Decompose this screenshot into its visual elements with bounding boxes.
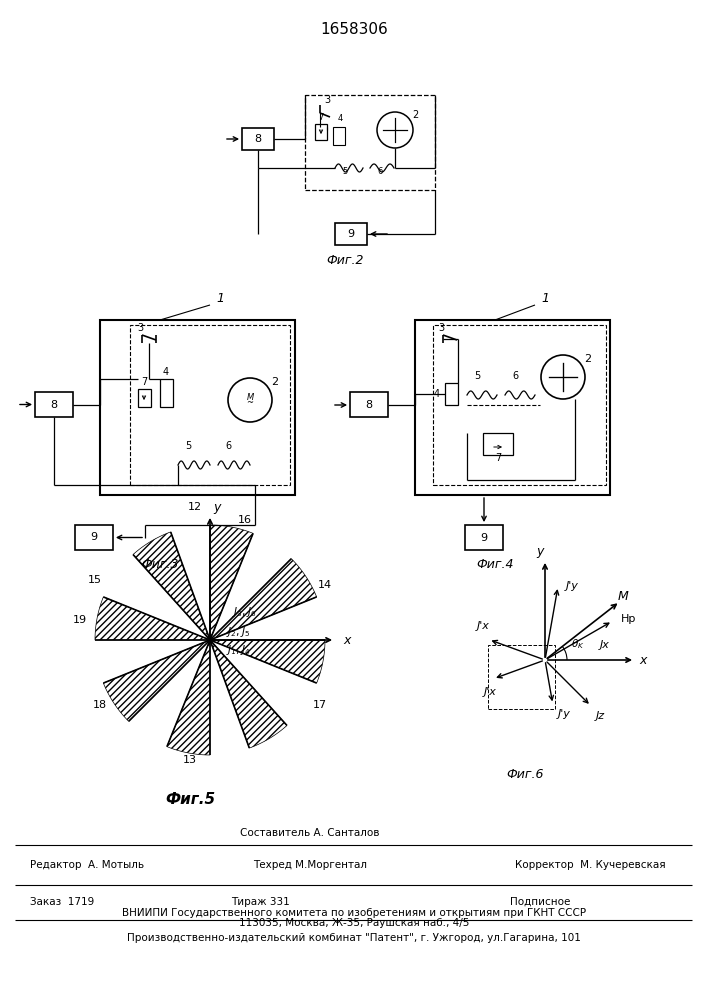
Polygon shape: [210, 640, 325, 683]
Bar: [100, 320, 295, 495]
Polygon shape: [210, 640, 287, 748]
Bar: [350, 392, 388, 417]
Circle shape: [541, 355, 585, 399]
Text: 7: 7: [318, 113, 324, 122]
Text: 19: 19: [73, 615, 87, 625]
Text: 4: 4: [163, 367, 169, 377]
Text: 6: 6: [512, 371, 518, 381]
Text: 8: 8: [255, 134, 262, 144]
Circle shape: [377, 112, 413, 148]
Text: Тираж 331: Тираж 331: [230, 897, 289, 907]
Text: 7: 7: [141, 377, 147, 387]
Text: 4: 4: [337, 114, 343, 123]
Text: Фиг.2: Фиг.2: [326, 253, 363, 266]
Polygon shape: [210, 559, 317, 640]
Text: 14: 14: [318, 580, 332, 590]
Text: Корректор  М. Кучеревская: Корректор М. Кучеревская: [515, 860, 665, 870]
Text: ~: ~: [247, 398, 254, 408]
Text: Заказ  1719: Заказ 1719: [30, 897, 94, 907]
Bar: [335, 223, 367, 245]
Text: 3: 3: [324, 95, 330, 105]
Text: J'x: J'x: [477, 621, 490, 631]
Text: Фиг.4: Фиг.4: [477, 558, 514, 572]
Text: Нр: Нр: [621, 614, 636, 624]
Polygon shape: [95, 597, 210, 640]
Text: 13: 13: [183, 755, 197, 765]
Text: $\theta_K$: $\theta_K$: [571, 637, 585, 651]
Bar: [75, 525, 113, 550]
Text: 8: 8: [50, 399, 57, 410]
Text: y: y: [537, 546, 544, 558]
Text: 9: 9: [481, 533, 488, 543]
Text: 1658306: 1658306: [320, 22, 388, 37]
Text: Производственно-издательский комбинат "Патент", г. Ужгород, ул.Гагарина, 101: Производственно-издательский комбинат "П…: [127, 933, 581, 943]
Text: 9: 9: [347, 229, 355, 239]
Text: Фиг.5: Фиг.5: [165, 792, 215, 808]
Polygon shape: [210, 525, 253, 640]
Text: Jz: Jz: [596, 711, 605, 721]
Text: 5: 5: [474, 371, 480, 381]
Bar: [242, 128, 274, 150]
Text: M: M: [246, 392, 254, 401]
Text: Фиг.6: Фиг.6: [506, 768, 544, 782]
Bar: [160, 379, 173, 407]
Bar: [315, 124, 327, 140]
Bar: [483, 433, 513, 455]
Text: 12: 12: [188, 502, 202, 512]
Text: 18: 18: [93, 700, 107, 710]
Text: 5: 5: [185, 441, 191, 451]
Text: Редактор  А. Мотыль: Редактор А. Мотыль: [30, 860, 144, 870]
Text: 113035, Москва, Ж-35, Раушская наб., 4/5: 113035, Москва, Ж-35, Раушская наб., 4/5: [239, 918, 469, 928]
Text: Jx: Jx: [600, 640, 610, 650]
Text: 15: 15: [88, 575, 102, 585]
Text: J'y: J'y: [558, 709, 571, 719]
Text: 2: 2: [585, 354, 592, 364]
Bar: [130, 325, 290, 485]
Text: 17: 17: [313, 700, 327, 710]
Text: 2: 2: [271, 377, 279, 387]
Bar: [489, 645, 555, 709]
Text: $J_3, J_6$: $J_3, J_6$: [232, 605, 256, 619]
Bar: [415, 320, 610, 495]
Bar: [465, 525, 503, 550]
Bar: [333, 127, 345, 145]
Text: 1: 1: [541, 292, 549, 304]
Text: 2: 2: [412, 110, 418, 120]
Text: 7: 7: [495, 453, 501, 463]
Bar: [445, 383, 458, 405]
Text: $J_1, J_4$: $J_1, J_4$: [226, 643, 250, 657]
Bar: [305, 95, 435, 190]
Polygon shape: [133, 532, 210, 640]
Text: x: x: [639, 654, 647, 666]
Text: 5: 5: [342, 167, 348, 176]
Text: 6: 6: [378, 167, 382, 176]
Text: Подписное: Подписное: [510, 897, 571, 907]
Text: 3: 3: [438, 323, 444, 333]
Text: ВНИИПИ Государственного комитета по изобретениям и открытиям при ГКНТ СССР: ВНИИПИ Государственного комитета по изоб…: [122, 908, 586, 918]
Bar: [433, 325, 606, 485]
Text: y: y: [213, 500, 221, 514]
Text: 9: 9: [90, 532, 98, 542]
Text: 8: 8: [366, 400, 373, 410]
Text: Составитель А. Санталов: Составитель А. Санталов: [240, 828, 380, 838]
Text: $J_2, J_5$: $J_2, J_5$: [226, 625, 250, 639]
Text: J'y: J'y: [566, 581, 579, 591]
Text: M: M: [617, 590, 629, 603]
Text: 6: 6: [225, 441, 231, 451]
Polygon shape: [103, 640, 210, 721]
Text: x: x: [343, 634, 351, 647]
Polygon shape: [167, 640, 210, 755]
Text: 16: 16: [238, 515, 252, 525]
Circle shape: [228, 378, 272, 422]
Text: Техред М.Моргентал: Техред М.Моргентал: [253, 860, 367, 870]
Text: 3: 3: [137, 323, 143, 333]
Text: Фиг.3: Фиг.3: [141, 558, 179, 572]
Text: 4: 4: [434, 389, 440, 399]
Text: 1: 1: [216, 292, 224, 304]
Text: J'x: J'x: [484, 687, 497, 697]
Bar: [138, 389, 151, 407]
Bar: [35, 392, 73, 417]
